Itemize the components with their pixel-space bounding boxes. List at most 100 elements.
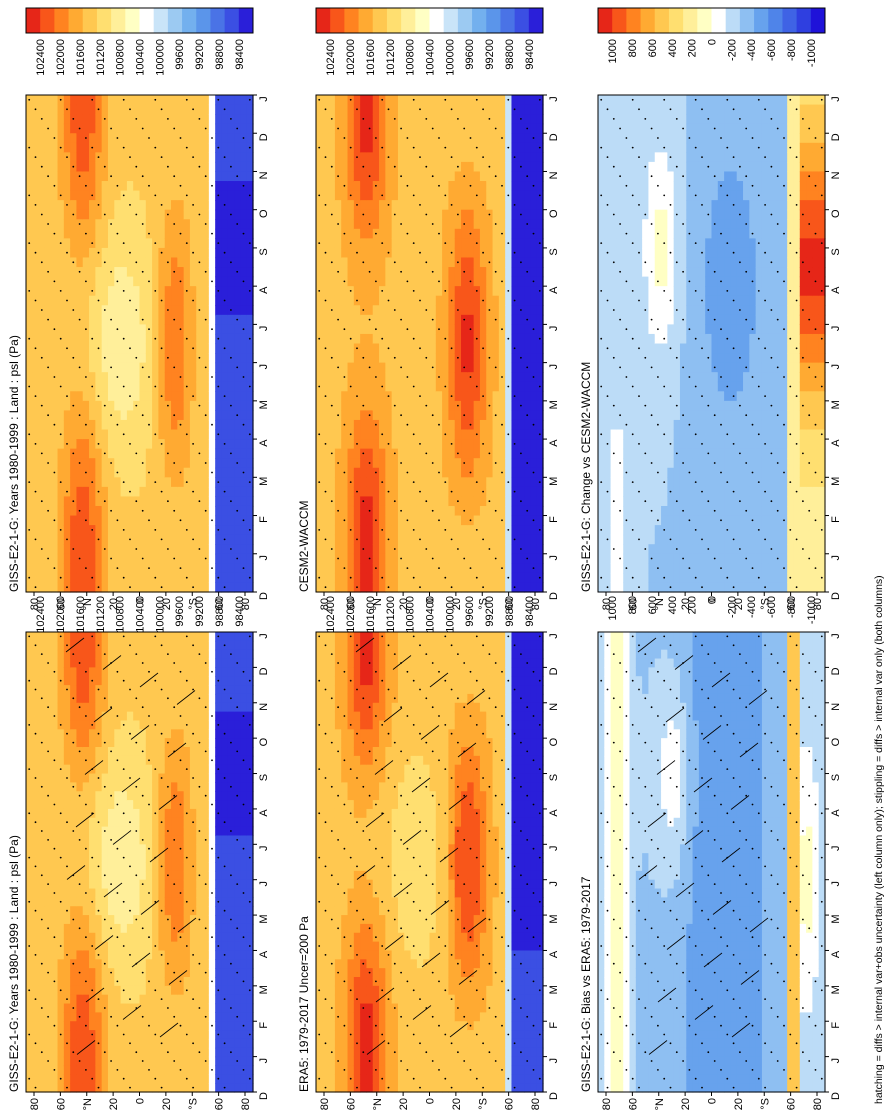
heatmap-cell (139, 985, 147, 996)
heatmap-cell (246, 738, 254, 748)
heatmap-cell (38, 773, 46, 783)
stipple-dot (148, 567, 150, 569)
stipple-dot (204, 127, 207, 130)
heatmap-cell (82, 968, 90, 978)
heatmap-cell (202, 477, 210, 488)
heatmap-cell (328, 1012, 336, 1022)
stipple-dot (248, 98, 251, 101)
heatmap-cell (202, 419, 210, 431)
heatmap-cell (189, 932, 197, 943)
heatmap-cell (107, 544, 115, 555)
heatmap-cell (145, 161, 153, 173)
heatmap-cell (215, 267, 223, 278)
heatmap-cell (234, 1065, 241, 1075)
heatmap-cell (139, 1038, 147, 1049)
heatmap-cell (38, 667, 46, 677)
heatmap-cell (208, 747, 216, 757)
heatmap-cell (76, 1065, 84, 1075)
stipple-dot (40, 741, 43, 744)
stipple-dot (160, 538, 163, 541)
heatmap-cell (240, 782, 248, 792)
heatmap-cell (63, 1056, 71, 1067)
heatmap-cell (145, 477, 153, 488)
heatmap-cell (183, 161, 191, 173)
hatch-line (93, 707, 113, 723)
heatmap-cell (120, 582, 128, 593)
hatch-line (66, 865, 86, 880)
stipple-dot (198, 1051, 201, 1054)
heatmap-cell (101, 439, 109, 450)
heatmap-cell (70, 667, 78, 677)
heatmap-cell (57, 1012, 65, 1022)
heatmap-cell (246, 305, 254, 316)
heatmap-cell (126, 515, 134, 526)
heatmap-cell (196, 923, 204, 934)
heatmap-cell (126, 800, 134, 810)
heatmap-cell (215, 467, 223, 478)
heatmap-cell (89, 257, 96, 268)
heatmap-cell (347, 1083, 355, 1093)
heatmap-cell (38, 219, 46, 230)
heatmap-cell (196, 505, 204, 517)
heatmap-cell (215, 314, 223, 325)
heatmap-cell (51, 238, 59, 249)
heatmap-cell (240, 632, 248, 642)
heatmap-cell (26, 496, 33, 507)
stipple-dot (198, 452, 201, 455)
heatmap-cell (101, 286, 109, 297)
heatmap-cell (57, 410, 65, 421)
heatmap-cell (152, 906, 160, 916)
heatmap-cell (234, 190, 241, 201)
heatmap-cell (133, 525, 141, 536)
heatmap-cell (240, 190, 248, 201)
heatmap-cell (70, 676, 78, 686)
stipple-dot (217, 1033, 220, 1036)
heatmap-cell (126, 563, 134, 574)
heatmap-cell (158, 238, 166, 249)
stipple-dot (59, 529, 62, 531)
heatmap-cell (145, 295, 153, 306)
heatmap-cell (82, 1056, 90, 1067)
heatmap-cell (164, 152, 172, 163)
stipple-dot (167, 500, 169, 503)
heatmap-cell (189, 333, 197, 345)
stipple-dot (141, 223, 144, 225)
stipple-dot (53, 715, 56, 717)
heatmap-cell (158, 720, 166, 730)
heatmap-cell (114, 853, 122, 863)
stipple-dot (198, 500, 201, 503)
heatmap-cell (63, 1003, 71, 1013)
heatmap-cell (51, 410, 59, 421)
heatmap-cell (63, 1012, 71, 1022)
heatmap-cell (158, 1030, 166, 1040)
heatmap-cell (328, 667, 336, 677)
heatmap-cell (189, 496, 197, 507)
heatmap-cell (328, 1065, 336, 1075)
heatmap-cell (44, 649, 52, 660)
heatmap-cell (164, 1030, 172, 1040)
stipple-dot (66, 732, 68, 735)
heatmap-cell (152, 658, 160, 668)
heatmap-cell (89, 791, 96, 801)
heatmap-cell (63, 161, 71, 173)
heatmap-cell (89, 391, 96, 402)
heatmap-cell (202, 114, 210, 125)
stipple-dot (236, 270, 239, 273)
heatmap-cell (120, 209, 128, 220)
heatmap-cell (234, 429, 241, 440)
colorbar-tick-label: 101200 (95, 39, 107, 76)
heatmap-cell (322, 738, 330, 748)
heatmap-cell (322, 879, 330, 890)
heatmap-cell (133, 314, 141, 325)
heatmap-cell (70, 286, 78, 297)
heatmap-cell (208, 862, 216, 872)
stipple-dot (53, 670, 56, 673)
heatmap-cell (51, 764, 59, 775)
stipple-dot (66, 586, 68, 589)
heatmap-cell (227, 640, 235, 651)
stipple-dot (173, 706, 176, 709)
heatmap-cell (215, 410, 223, 421)
heatmap-cell (215, 950, 223, 960)
stipple-dot (198, 548, 201, 550)
heatmap-cell (221, 1012, 229, 1022)
